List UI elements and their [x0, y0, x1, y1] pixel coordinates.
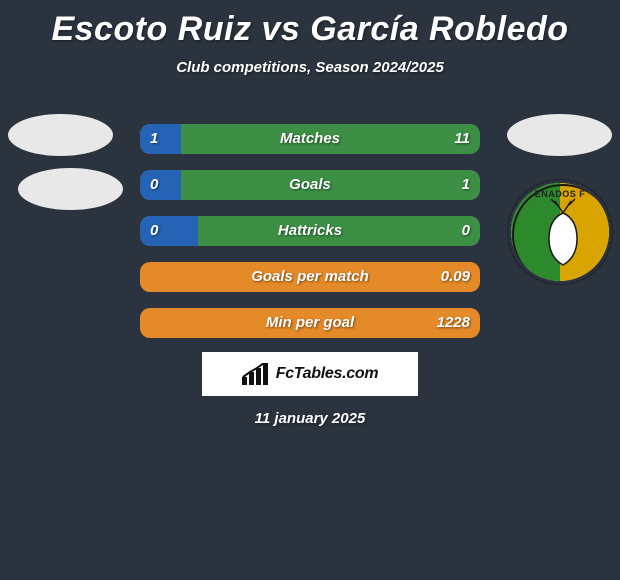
stat-row: 1Matches11 — [140, 124, 480, 154]
stat-right-value: 0.09 — [441, 262, 470, 292]
player-left-avatar-2 — [18, 168, 123, 210]
stat-right-value: 0 — [462, 216, 470, 246]
stat-right-value: 1 — [462, 170, 470, 200]
stat-label: Matches — [140, 124, 480, 154]
stat-row: 0Hattricks0 — [140, 216, 480, 246]
stat-label: Hattricks — [140, 216, 480, 246]
stat-right-value: 1228 — [437, 308, 470, 338]
player-left-avatar-1 — [8, 114, 113, 156]
brand-link[interactable]: FcTables.com — [202, 352, 418, 396]
badge-text: ENADOS F — [511, 189, 609, 199]
stat-row: Goals per match0.09 — [140, 262, 480, 292]
stats-container: 1Matches110Goals10Hattricks0Goals per ma… — [140, 124, 480, 354]
brand-text: FcTables.com — [276, 365, 379, 383]
club-badge-right: ENADOS F — [508, 180, 612, 284]
stat-row: Min per goal1228 — [140, 308, 480, 338]
brand-chart-icon — [242, 363, 270, 385]
stat-label: Goals — [140, 170, 480, 200]
player-right-avatar-1 — [507, 114, 612, 156]
date-text: 11 january 2025 — [0, 410, 620, 427]
stat-label: Goals per match — [140, 262, 480, 292]
stat-right-value: 11 — [454, 124, 470, 154]
stat-label: Min per goal — [140, 308, 480, 338]
subtitle: Club competitions, Season 2024/2025 — [0, 59, 620, 76]
stat-row: 0Goals1 — [140, 170, 480, 200]
page-title: Escoto Ruiz vs García Robledo — [0, 0, 620, 49]
